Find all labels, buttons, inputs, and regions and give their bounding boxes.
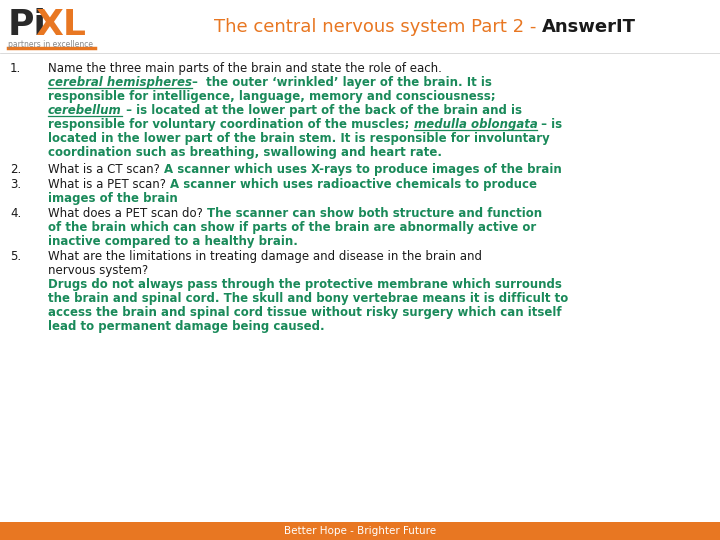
Text: The scanner can show both structure and function: The scanner can show both structure and … [207, 207, 541, 220]
Text: What is a CT scan?: What is a CT scan? [48, 163, 163, 176]
Text: lead to permanent damage being caused.: lead to permanent damage being caused. [48, 320, 325, 333]
Text: A scanner which uses X-rays to produce images of the brain: A scanner which uses X-rays to produce i… [163, 163, 562, 176]
Text: What is a PET scan?: What is a PET scan? [48, 178, 170, 191]
Text: located in the lower part of the brain stem. It is responsible for involuntary: located in the lower part of the brain s… [48, 132, 550, 145]
Text: – is: – is [537, 118, 562, 131]
Text: 1.: 1. [10, 62, 22, 75]
Text: AnswerIT: AnswerIT [542, 18, 636, 36]
Text: responsible for intelligence, language, memory and consciousness;: responsible for intelligence, language, … [48, 90, 495, 103]
Text: 4.: 4. [10, 207, 22, 220]
Text: Pi: Pi [8, 8, 47, 42]
Text: access the brain and spinal cord tissue without risky surgery which can itself: access the brain and spinal cord tissue … [48, 306, 562, 319]
Text: XL: XL [35, 8, 86, 42]
Text: cerebral hemispheres: cerebral hemispheres [48, 76, 192, 89]
Text: What are the limitations in treating damage and disease in the brain and: What are the limitations in treating dam… [48, 250, 482, 263]
Text: 2.: 2. [10, 163, 22, 176]
Text: Name the three main parts of the brain and state the role of each.: Name the three main parts of the brain a… [48, 62, 442, 75]
Text: responsible for voluntary coordination of the muscles;: responsible for voluntary coordination o… [48, 118, 413, 131]
Text: Better Hope - Brighter Future: Better Hope - Brighter Future [284, 526, 436, 536]
Text: 5.: 5. [10, 250, 21, 263]
Text: inactive compared to a healthy brain.: inactive compared to a healthy brain. [48, 235, 298, 248]
Text: partners in excellence: partners in excellence [8, 40, 93, 49]
Text: – is located at the lower part of the back of the brain and is: – is located at the lower part of the ba… [122, 104, 522, 117]
Bar [0, 522, 720, 540]
Text: coordination such as breathing, swallowing and heart rate.: coordination such as breathing, swallowi… [48, 146, 442, 159]
Text: 3.: 3. [10, 178, 21, 191]
Text: of the brain which can show if parts of the brain are abnormally active or: of the brain which can show if parts of … [48, 221, 536, 234]
Text: The central nervous system Part 2 -: The central nervous system Part 2 - [214, 18, 542, 36]
Text: What does a PET scan do?: What does a PET scan do? [48, 207, 207, 220]
Text: A scanner which uses radioactive chemicals to produce: A scanner which uses radioactive chemica… [170, 178, 536, 191]
Text: medulla oblongata: medulla oblongata [413, 118, 537, 131]
Text: –  the outer ‘wrinkled’ layer of the brain. It is: – the outer ‘wrinkled’ layer of the brai… [192, 76, 492, 89]
Text: the brain and spinal cord. The skull and bony vertebrae means it is difficult to: the brain and spinal cord. The skull and… [48, 292, 568, 305]
Text: Drugs do not always pass through the protective membrane which surrounds: Drugs do not always pass through the pro… [48, 278, 562, 291]
Text: cerebellum: cerebellum [48, 104, 122, 117]
Text: images of the brain: images of the brain [48, 192, 178, 205]
Text: nervous system?: nervous system? [48, 264, 148, 277]
